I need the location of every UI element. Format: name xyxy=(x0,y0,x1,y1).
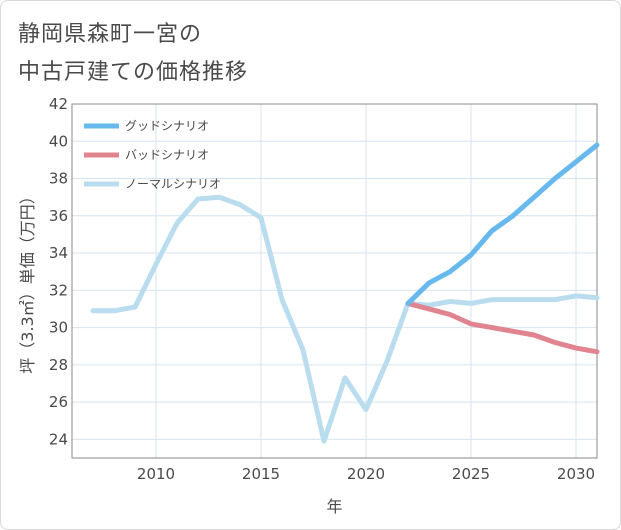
legend-label-0: グッドシナリオ xyxy=(125,119,209,133)
plot-frame xyxy=(71,103,598,459)
y-tick-label: 30 xyxy=(49,319,68,337)
x-axis-label: 年 xyxy=(326,497,342,516)
chart-title-line-2: 中古戸建ての価格推移 xyxy=(18,60,249,85)
y-axis-label: 坪（3.3㎡）単価（万円） xyxy=(18,188,37,373)
x-tick-label: 2020 xyxy=(347,465,385,483)
tick-labels: 2010 2015 2020 2025 2030 24 26 28 30 32 34 36 38 40 42 xyxy=(49,95,595,483)
x-tick-label: 2030 xyxy=(557,465,595,483)
x-tick-label: 2025 xyxy=(452,465,490,483)
y-tick-label: 32 xyxy=(49,281,68,299)
series-line-0 xyxy=(405,142,600,306)
y-tick-label: 28 xyxy=(49,356,68,374)
y-tick-label: 40 xyxy=(49,132,68,150)
y-tick-label: 34 xyxy=(49,244,68,262)
x-tick-label: 2015 xyxy=(242,465,280,483)
legend-label-1: バッドシナリオ xyxy=(125,148,209,162)
y-tick-label: 42 xyxy=(49,95,68,113)
series-line-2 xyxy=(90,194,600,444)
y-tick-label: 26 xyxy=(49,393,68,411)
series-layer xyxy=(90,142,600,444)
y-tick-label: 24 xyxy=(49,430,68,448)
chart-title-line-1: 静岡県森町一宮の xyxy=(18,22,203,47)
y-tick-label: 36 xyxy=(49,207,68,225)
y-tick-label: 38 xyxy=(49,170,68,188)
series-line-1 xyxy=(405,300,600,355)
legend-label-2: ノーマルシナリオ xyxy=(125,177,221,191)
x-tick-label: 2010 xyxy=(137,465,175,483)
